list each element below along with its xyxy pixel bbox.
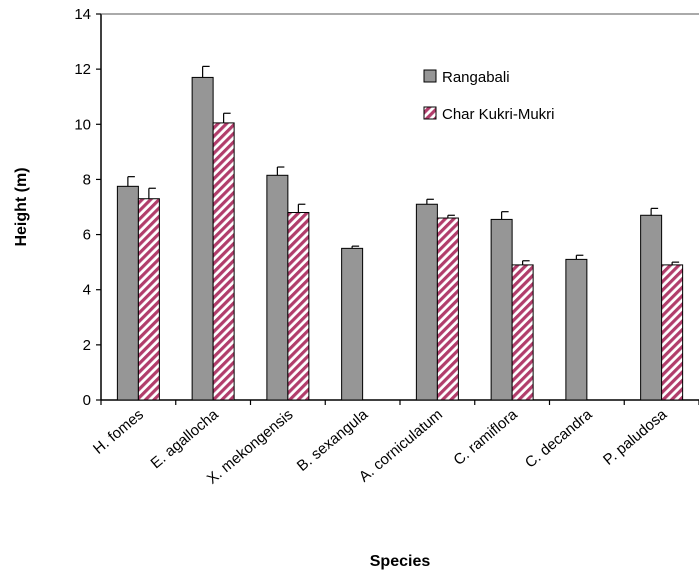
legend: Rangabali Char Kukri-Mukri [409, 55, 664, 139]
bar-rangabali [116, 185, 139, 401]
x-tick-label: E. agallocha [148, 406, 223, 473]
y-axis-title: Height (m) [13, 167, 30, 246]
bar-char-kukri-mukri [212, 122, 235, 401]
bar-rangabali [266, 174, 289, 401]
bar-char-kukri-mukri [511, 264, 534, 401]
bar-rangabali [191, 76, 214, 401]
y-tick-label: 2 [83, 337, 91, 354]
bar-rangabali [490, 218, 513, 401]
bar-rangabali [341, 247, 364, 401]
legend-swatch-rangabali [423, 69, 437, 83]
legend-label-rangabali: Rangabali [442, 69, 510, 86]
bar-rangabali [565, 258, 588, 401]
bar-rangabali [415, 203, 438, 401]
legend-swatch-char-kukri-mukri [423, 106, 437, 120]
bar-char-kukri-mukri [661, 264, 684, 401]
legend-label-char-kukri-mukri: Char Kukri-Mukri [442, 106, 555, 123]
y-tick-label: 12 [74, 61, 91, 78]
y-tick-label: 8 [83, 171, 91, 188]
x-tick-label: H. fomes [90, 406, 147, 458]
y-tick-label: 0 [83, 392, 91, 409]
x-axis-title: Species [370, 553, 431, 570]
x-tick-label: B. sexangula [294, 406, 372, 475]
y-tick-label: 10 [74, 116, 91, 133]
y-tick-label: 14 [74, 6, 91, 23]
bar-char-kukri-mukri [137, 198, 160, 401]
x-tick-label: P. paludosa [600, 406, 671, 469]
x-tick-label: C. ramiflora [450, 406, 521, 469]
bar-rangabali [640, 214, 663, 401]
legend-box [409, 55, 664, 139]
bar-char-kukri-mukri [436, 217, 459, 401]
bar-char-kukri-mukri [287, 212, 310, 401]
x-tick-label: C. decandra [522, 406, 596, 472]
y-tick-label: 6 [83, 227, 91, 244]
y-tick-label: 4 [83, 282, 91, 299]
